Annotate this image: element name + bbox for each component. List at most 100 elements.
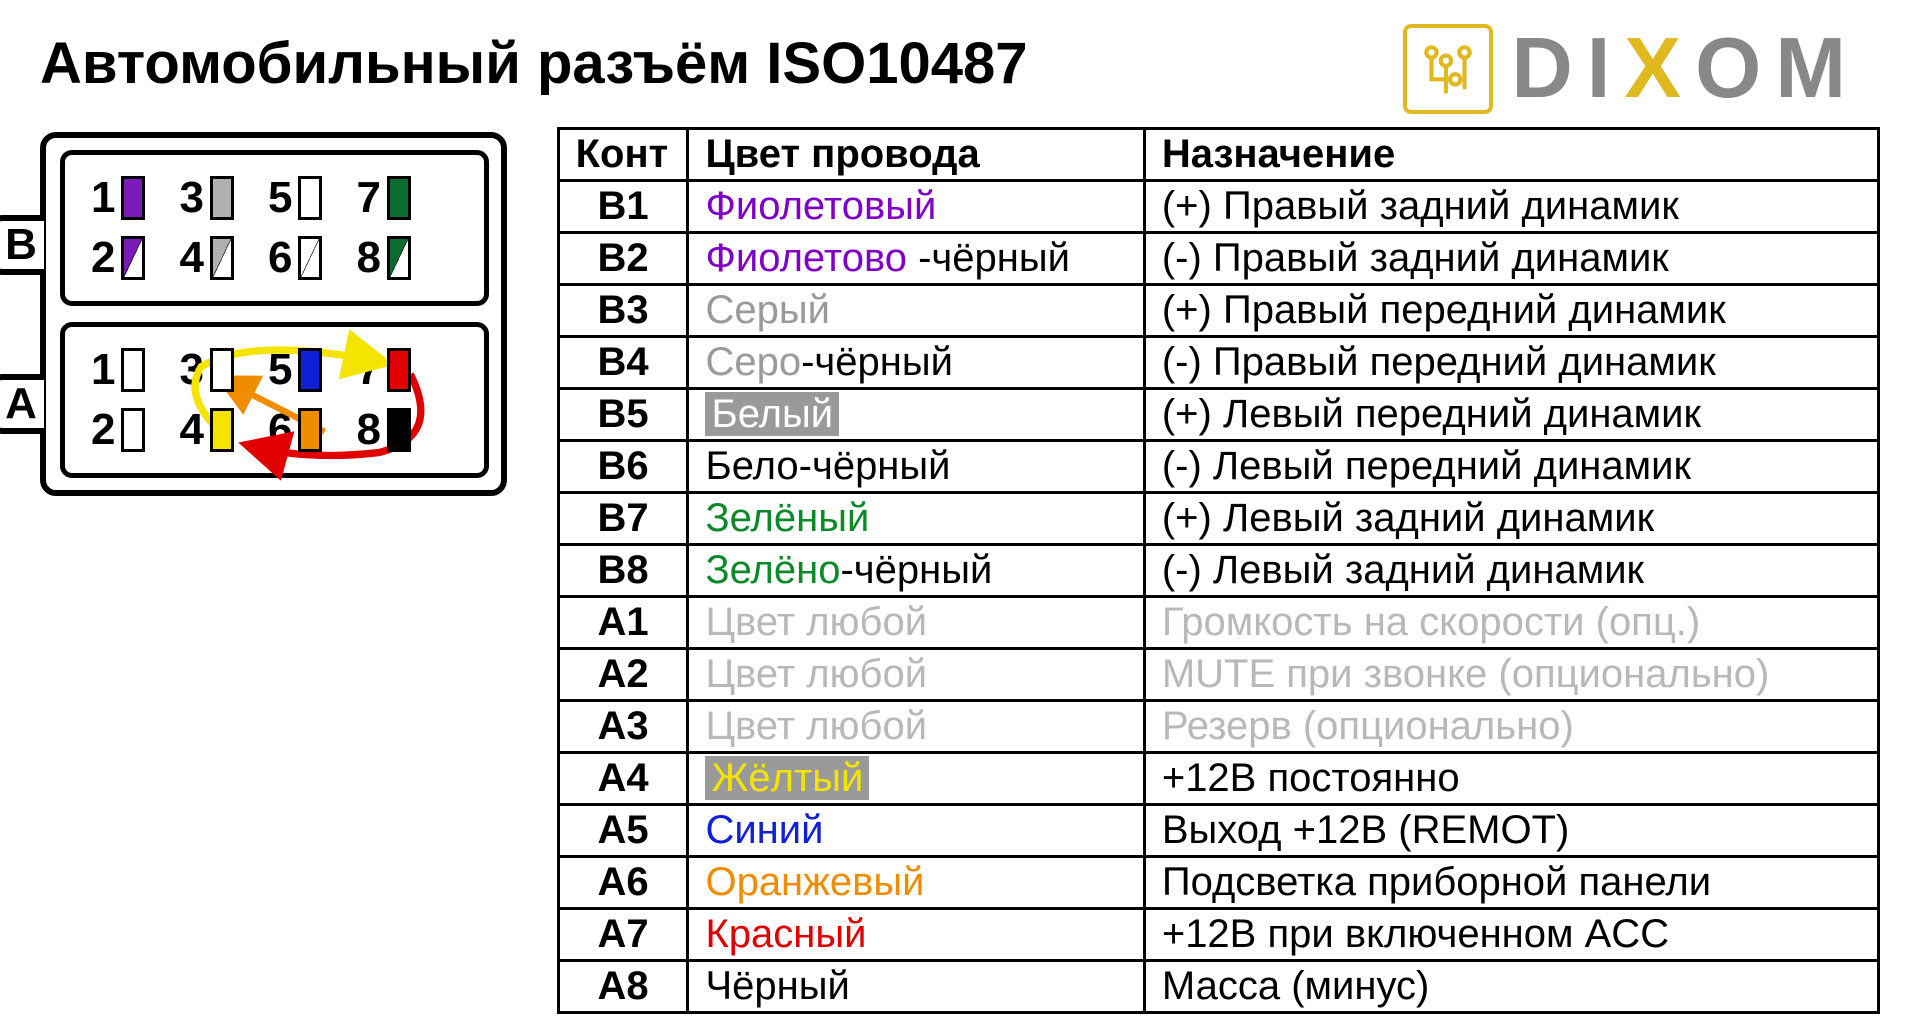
pin: 6 [268,405,322,455]
pin-number: 6 [268,405,292,455]
cell-purpose: (+) Правый передний динамик [1144,285,1878,337]
pin-box [210,408,234,452]
pin-box [298,236,322,280]
cell-purpose: (-) Левый передний динамик [1144,441,1878,493]
table-row: B8Зелёно-чёрный(-) Левый задний динамик [558,545,1878,597]
logo-letter: X [1624,20,1685,118]
pin: 6 [268,233,322,283]
logo-letter: I [1587,20,1615,118]
cell-purpose: (+) Левый передний динамик [1144,389,1878,441]
pin-number: 4 [179,405,203,455]
cell-purpose: Выход +12В (REMOT) [1144,805,1878,857]
cell-purpose: Резерв (опционально) [1144,701,1878,753]
pin-number: 4 [179,233,203,283]
pin-box [387,176,411,220]
cell-pin: A7 [558,909,688,961]
col-wire: Цвет провода [688,129,1144,181]
cell-wire: Жёлтый [688,753,1144,805]
pin: 5 [268,173,322,223]
cell-wire: Цвет любой [688,701,1144,753]
table-row: A6ОранжевыйПодсветка приборной панели [558,857,1878,909]
pin-number: 7 [356,173,380,223]
pin-box [121,348,145,392]
cell-pin: B6 [558,441,688,493]
cell-pin: A1 [558,597,688,649]
pin-number: 1 [91,173,115,223]
pin: 3 [179,173,233,223]
table-row: B2Фиолетово -чёрный(-) Правый задний дин… [558,233,1878,285]
pin-box [387,408,411,452]
cell-wire: Фиолетово -чёрный [688,233,1144,285]
cell-purpose: (+) Правый задний динамик [1144,181,1878,233]
cell-pin: A2 [558,649,688,701]
cell-purpose: Масса (минус) [1144,961,1878,1013]
cell-pin: A6 [558,857,688,909]
cell-pin: B7 [558,493,688,545]
cell-purpose: Громкость на скорости (опц.) [1144,597,1878,649]
pin: 7 [356,173,410,223]
pin-box [298,408,322,452]
cell-pin: B8 [558,545,688,597]
cell-purpose: Подсветка приборной панели [1144,857,1878,909]
cell-pin: A5 [558,805,688,857]
pin-box [387,236,411,280]
pin-number: 6 [268,233,292,283]
pin-number: 2 [91,405,115,455]
cell-pin: B1 [558,181,688,233]
pin-box [210,236,234,280]
chip-icon [1403,24,1493,114]
pin: 5 [268,345,322,395]
block-b: 1 3 5 7 2 4 6 8 [60,150,489,306]
pin-number: 3 [179,173,203,223]
block-label-b: B [0,215,44,275]
pin-number: 2 [91,233,115,283]
cell-purpose: (+) Левый задний динамик [1144,493,1878,545]
cell-wire: Зелёно-чёрный [688,545,1144,597]
cell-wire: Зелёный [688,493,1144,545]
pin: 7 [356,345,410,395]
pin: 4 [179,405,233,455]
cell-pin: B5 [558,389,688,441]
cell-purpose: +12В при включенном ACC [1144,909,1878,961]
pin-box [298,348,322,392]
table-row: B6Бело-чёрный(-) Левый передний динамик [558,441,1878,493]
cell-wire: Оранжевый [688,857,1144,909]
pin-number: 5 [268,345,292,395]
table-row: A1Цвет любойГромкость на скорости (опц.) [558,597,1878,649]
connector-diagram: B A 13572468 13572468 [40,132,507,496]
pin-number: 1 [91,345,115,395]
logo: D I X O M [1403,20,1850,118]
cell-purpose: MUTE при звонке (опционально) [1144,649,1878,701]
table-row: A5СинийВыход +12В (REMOT) [558,805,1878,857]
table-row: A3Цвет любойРезерв (опционально) [558,701,1878,753]
cell-wire: Бело-чёрный [688,441,1144,493]
pin-number: 7 [356,345,380,395]
pin: 3 [179,345,233,395]
table-row: B4Серо-чёрный(-) Правый передний динамик [558,337,1878,389]
cell-wire: Цвет любой [688,597,1144,649]
pin-box [121,236,145,280]
pin-box [387,348,411,392]
pin-number: 8 [356,233,380,283]
logo-text: D I X O M [1511,20,1850,118]
cell-wire: Чёрный [688,961,1144,1013]
pin-box [210,348,234,392]
col-pin: Конт [558,129,688,181]
pin-number: 3 [179,345,203,395]
col-purpose: Назначение [1144,129,1878,181]
cell-wire: Цвет любой [688,649,1144,701]
cell-pin: B3 [558,285,688,337]
cell-pin: B2 [558,233,688,285]
cell-wire: Серо-чёрный [688,337,1144,389]
logo-letter: O [1695,20,1765,118]
cell-pin: A4 [558,753,688,805]
cell-purpose: (-) Правый задний динамик [1144,233,1878,285]
table-row: B3Серый(+) Правый передний динамик [558,285,1878,337]
pin-number: 5 [268,173,292,223]
pin-number: 8 [356,405,380,455]
table-row: A2Цвет любойMUTE при звонке (опционально… [558,649,1878,701]
pin-box [121,408,145,452]
cell-wire: Красный [688,909,1144,961]
logo-letter: M [1775,20,1850,118]
cell-purpose: +12В постоянно [1144,753,1878,805]
